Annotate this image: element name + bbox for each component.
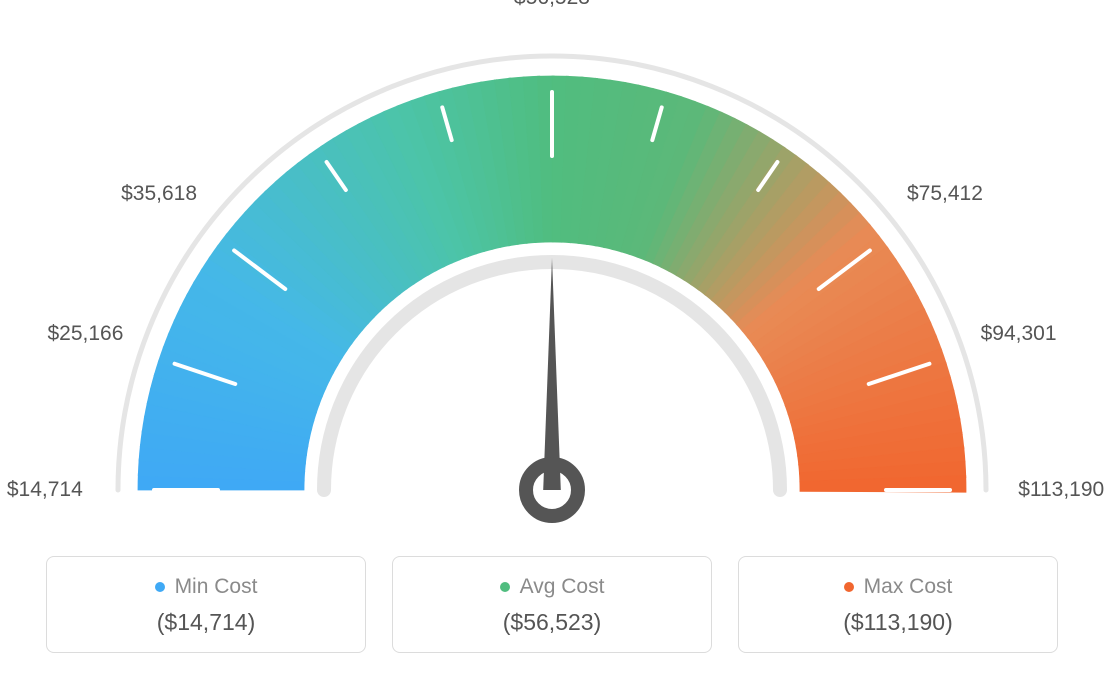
legend-label: Avg Cost — [520, 575, 605, 599]
legend-card-max: Max Cost ($113,190) — [738, 556, 1058, 653]
gauge-tick-label: $56,523 — [514, 0, 590, 10]
gauge-tick-label: $94,301 — [981, 322, 1057, 346]
legend-card-min: Min Cost ($14,714) — [46, 556, 366, 653]
gauge-tick-label: $25,166 — [47, 322, 123, 346]
dot-icon — [500, 582, 510, 592]
legend-value: ($56,523) — [503, 609, 601, 636]
gauge-svg — [0, 10, 1104, 550]
cost-gauge: $14,714$25,166$35,618$56,523$75,412$94,3… — [0, 10, 1104, 550]
legend-value: ($113,190) — [843, 609, 953, 636]
legend-top: Avg Cost — [500, 575, 605, 599]
legend-row: Min Cost ($14,714) Avg Cost ($56,523) Ma… — [0, 556, 1104, 653]
gauge-tick-label: $35,618 — [121, 182, 197, 206]
legend-value: ($14,714) — [157, 609, 255, 636]
gauge-tick-label: $14,714 — [7, 478, 83, 502]
legend-top: Min Cost — [155, 575, 258, 599]
legend-label: Max Cost — [864, 575, 953, 599]
gauge-tick-label: $113,190 — [1018, 478, 1104, 502]
dot-icon — [155, 582, 165, 592]
legend-card-avg: Avg Cost ($56,523) — [392, 556, 712, 653]
legend-top: Max Cost — [844, 575, 953, 599]
gauge-tick-label: $75,412 — [907, 182, 983, 206]
legend-label: Min Cost — [175, 575, 258, 599]
dot-icon — [844, 582, 854, 592]
